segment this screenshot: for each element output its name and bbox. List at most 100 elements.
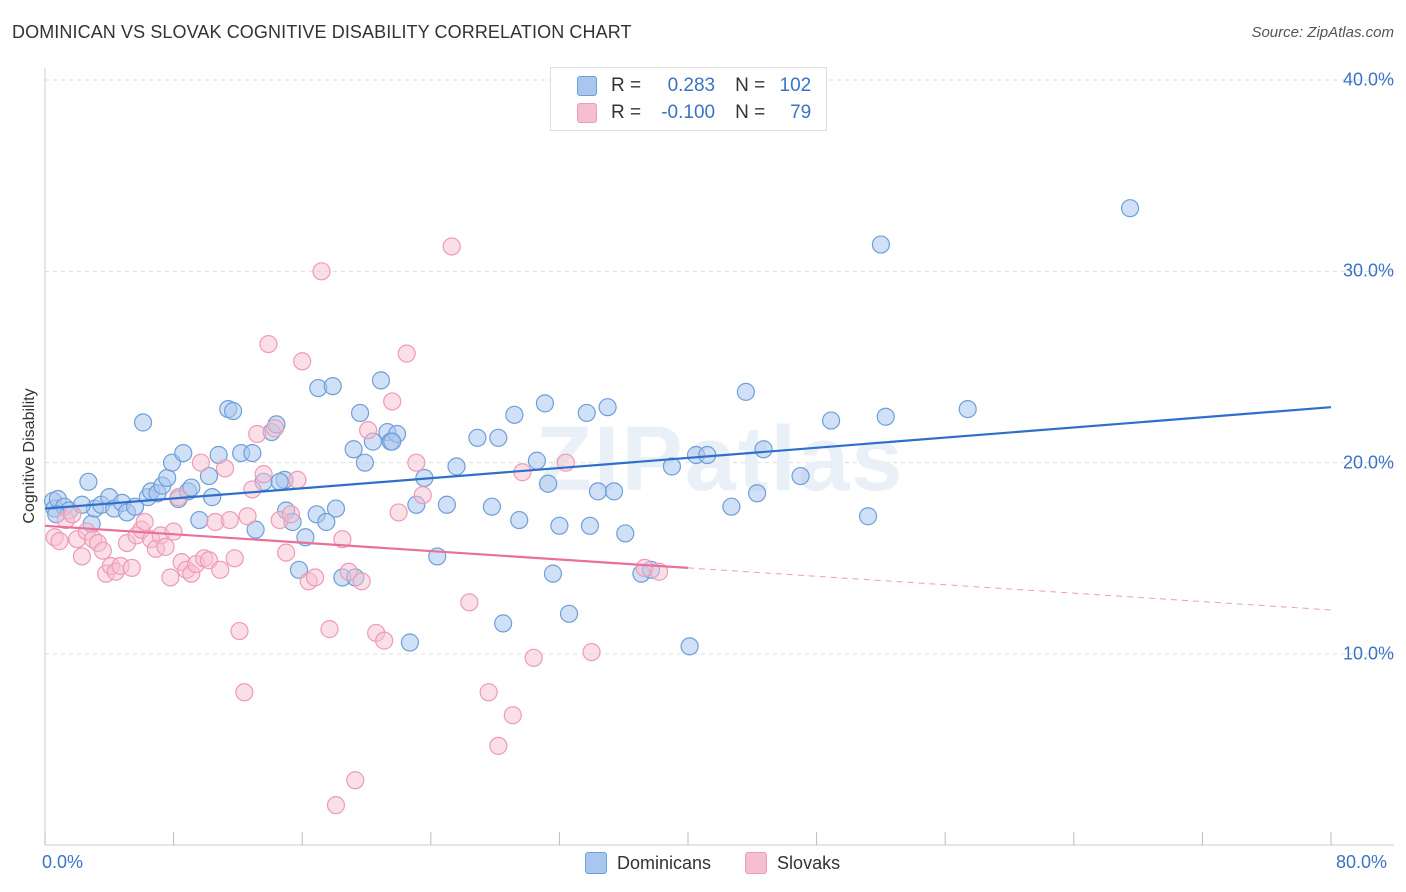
data-point-slovaks: [63, 505, 82, 524]
data-point-dominicans: [550, 516, 569, 535]
data-point-dominicans: [243, 444, 262, 463]
data-point-dominicans: [190, 510, 209, 530]
data-point-slovaks: [407, 453, 426, 472]
data-point-slovaks: [460, 593, 479, 612]
data-point-dominicans: [539, 474, 558, 493]
y-tick-label: 20.0%: [1342, 452, 1394, 473]
data-point-slovaks: [225, 549, 244, 568]
legend: R = 0.283 N = 102 R = -0.100 N = 79: [550, 67, 827, 131]
data-point-slovaks: [243, 480, 262, 499]
data-point-slovaks: [288, 470, 307, 489]
data-point-dominicans: [371, 371, 391, 390]
trendline-dominicans: [44, 406, 1332, 510]
data-point-dominicans: [174, 444, 193, 463]
data-point-dominicans: [1120, 199, 1140, 218]
data-point-slovaks: [582, 642, 601, 662]
data-point-dominicans: [133, 413, 153, 432]
data-point-slovaks: [93, 541, 112, 560]
y-tick-label: 10.0%: [1342, 643, 1394, 664]
data-point-slovaks: [135, 512, 154, 532]
dominicans-legend-swatch: [585, 852, 607, 874]
data-point-slovaks: [161, 568, 180, 587]
data-point-dominicans: [494, 614, 513, 633]
data-point-dominicans: [527, 451, 546, 470]
data-point-dominicans: [858, 507, 878, 526]
data-point-slovaks: [389, 503, 408, 522]
data-point-dominicans: [958, 399, 977, 419]
data-point-slovaks: [305, 568, 325, 587]
source-label: Source: ZipAtlas.com: [1251, 24, 1394, 41]
data-point-slovaks: [320, 620, 339, 639]
bottom-legend-slovaks: Slovaks: [745, 852, 840, 874]
legend-n-label: N =: [735, 102, 766, 123]
slovaks-legend-label: Slovaks: [777, 852, 841, 873]
data-point-dominicans: [871, 235, 891, 254]
data-point-dominicans: [317, 512, 336, 532]
data-point-slovaks: [281, 505, 301, 524]
data-point-dominicans: [510, 510, 529, 530]
data-point-dominicans: [383, 432, 402, 451]
data-point-dominicans: [543, 564, 563, 583]
data-point-dominicans: [350, 403, 370, 423]
data-point-slovaks: [220, 510, 239, 530]
data-point-dominicans: [400, 633, 420, 652]
data-point-slovaks: [265, 419, 284, 438]
data-point-dominicans: [598, 398, 617, 417]
data-point-dominicans: [604, 482, 624, 501]
legend-r-value: -0.100: [661, 102, 716, 123]
data-point-dominicans: [447, 457, 466, 476]
data-point-slovaks: [259, 334, 278, 354]
data-point-dominicans: [748, 484, 767, 503]
data-point-dominicans: [203, 488, 222, 507]
data-point-dominicans: [326, 499, 346, 518]
data-point-slovaks: [359, 421, 378, 440]
data-point-slovaks: [442, 237, 461, 256]
legend-row-slovaks: R = -0.100 N = 79: [577, 101, 811, 125]
data-point-slovaks: [649, 562, 669, 581]
data-point-slovaks: [346, 771, 365, 790]
data-point-dominicans: [482, 497, 501, 516]
series-slovaks: [45, 237, 669, 815]
y-tick-label: 40.0%: [1342, 69, 1394, 90]
data-point-slovaks: [524, 648, 543, 667]
data-point-slovaks: [230, 621, 249, 641]
grid-lines: [45, 79, 1394, 655]
data-point-slovaks: [333, 530, 352, 549]
y-tick-label: 30.0%: [1342, 260, 1394, 281]
chart-title: DOMINICAN VS SLOVAK COGNITIVE DISABILITY…: [12, 22, 632, 42]
data-point-slovaks: [375, 631, 394, 650]
x-tick-label-min: 0.0%: [42, 852, 84, 872]
data-point-slovaks: [489, 736, 508, 755]
data-point-dominicans: [505, 405, 524, 424]
data-point-dominicans: [199, 466, 219, 486]
data-point-dominicans: [489, 428, 508, 447]
data-point-slovaks: [156, 537, 175, 556]
legend-row-dominicans: R = 0.283 N = 102: [577, 74, 811, 98]
data-point-dominicans: [580, 516, 600, 535]
legend-r-value: 0.283: [667, 75, 716, 96]
slovaks-swatch: [577, 103, 597, 123]
data-point-dominicans: [323, 377, 342, 396]
data-point-dominicans: [559, 604, 579, 623]
data-point-slovaks: [254, 465, 273, 484]
data-point-slovaks: [248, 424, 267, 444]
legend-n-value: 79: [790, 102, 812, 123]
data-point-dominicans: [616, 524, 635, 543]
dominicans-legend-label: Dominicans: [617, 852, 712, 873]
data-point-slovaks: [312, 262, 331, 281]
trendline-slovaks-extension: [687, 567, 1332, 611]
slovaks-legend-swatch: [745, 852, 768, 874]
data-point-dominicans: [344, 440, 363, 459]
y-axis-label: Cognitive Disability: [21, 388, 38, 524]
data-point-slovaks: [211, 560, 230, 579]
trend-lines: [44, 406, 1332, 611]
data-point-slovaks: [397, 344, 416, 363]
data-point-dominicans: [270, 472, 289, 491]
data-point-slovaks: [326, 796, 346, 815]
data-point-slovaks: [277, 543, 296, 562]
data-point-slovaks: [72, 547, 92, 566]
bottom-legend: Dominicans Slovaks: [585, 852, 874, 874]
data-point-dominicans: [246, 520, 265, 539]
data-point-slovaks: [191, 453, 211, 472]
